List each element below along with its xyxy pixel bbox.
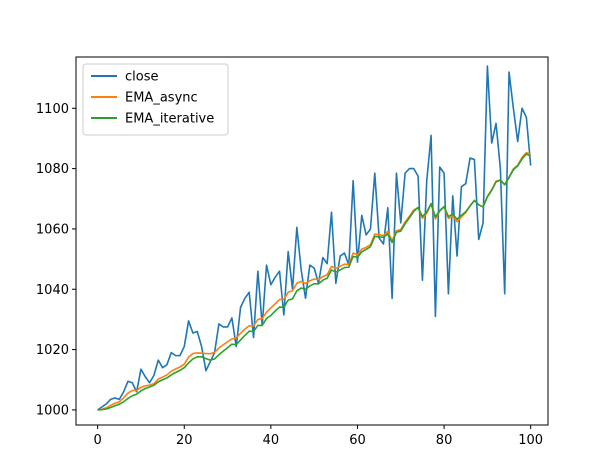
x-tick-label: 100 xyxy=(518,433,543,448)
series-line-close xyxy=(97,65,532,411)
y-tick-label: 1020 xyxy=(36,343,69,358)
series-layer xyxy=(97,65,532,411)
x-tick-label: 20 xyxy=(176,433,193,448)
y-tick-label: 1000 xyxy=(36,403,69,418)
axes-layer: 0 20 40 60 80 100 1000 1020 1040 1060 1080 1100 xyxy=(36,102,543,448)
series-line-ema-async xyxy=(97,151,531,411)
legend-label: EMA_async xyxy=(125,91,198,106)
x-tick-label: 0 xyxy=(94,433,102,448)
plot-frame xyxy=(75,56,549,426)
legend-label: close xyxy=(125,70,158,85)
x-tick-label: 80 xyxy=(436,433,453,448)
series-line-ema-iterative xyxy=(97,153,531,411)
legend: close EMA_async EMA_iterative xyxy=(82,63,229,136)
y-tick-label: 1100 xyxy=(36,102,69,117)
x-tick-label: 40 xyxy=(263,433,280,448)
legend-label: EMA_iterative xyxy=(125,112,214,127)
legend-box xyxy=(82,63,229,136)
y-tick-label: 1040 xyxy=(36,283,69,298)
x-tick-label: 60 xyxy=(349,433,366,448)
y-tick-label: 1080 xyxy=(36,162,69,177)
y-tick-label: 1060 xyxy=(36,222,69,237)
